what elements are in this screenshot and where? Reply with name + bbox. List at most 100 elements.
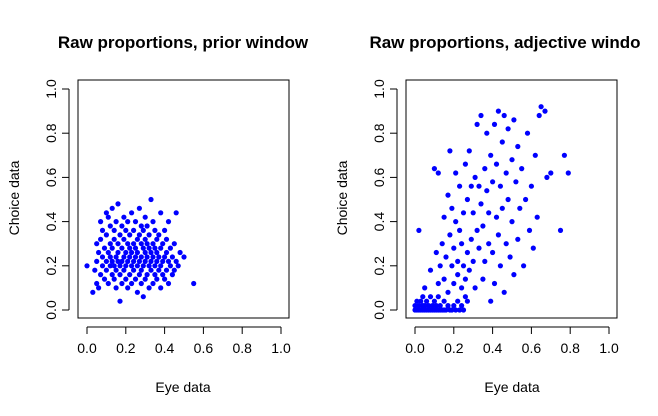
left-data-point [140,263,146,269]
left-data-point [156,267,162,273]
left-data-point [117,272,123,278]
left-data-point [171,241,177,247]
right-data-point [511,272,517,278]
left-data-point [109,245,115,251]
right-data-point [420,294,426,300]
right-data-point [457,183,463,189]
right-data-point [507,254,513,260]
right-data-point [459,241,465,247]
left-data-point [99,227,106,233]
left-data-point [169,254,175,260]
left-data-point [144,241,150,247]
right-data-point [536,112,542,119]
left-data-point [148,196,154,203]
left-data-point [131,267,137,273]
right-y-axis-label: Choice data [334,160,350,235]
right-data-point [482,166,488,172]
left-data-point [115,201,121,207]
left-data-point [191,280,197,287]
left-y-tick-label: 0.8 [43,123,59,143]
right-data-point [460,263,467,269]
left-data-point [103,232,109,238]
right-data-point [542,108,548,114]
left-data-point [113,219,119,225]
right-data-point [453,170,459,176]
right-chart-title: Raw proportions, adjective windo [369,33,640,52]
right-data-point [459,285,465,291]
right-data-point [495,232,501,238]
left-data-point [152,272,158,278]
right-data-point [462,161,468,167]
left-data-point [113,267,119,273]
right-data-point [488,152,494,158]
left-data-point [134,263,140,269]
left-data-point [167,245,173,251]
left-data-point [113,285,119,291]
left-data-point [105,249,111,256]
right-data-point [478,112,484,119]
left-data-point [107,241,113,247]
left-data-point [105,280,111,287]
right-data-point [416,303,422,309]
left-data-point [160,258,166,264]
right-data-point [455,272,461,278]
left-data-point [163,267,170,273]
left-data-point [154,249,160,256]
left-chart-title: Raw proportions, prior window [58,33,309,52]
right-data-point [453,219,459,225]
right-data-point [412,303,418,309]
right-data-point [482,258,488,264]
left-data-point [148,267,154,273]
right-data-point [445,289,451,295]
right-data-point [433,249,439,256]
left-data-point [119,223,125,229]
left-data-point [150,254,156,260]
right-data-point [534,214,540,220]
left-data-point [131,227,137,233]
left-data-point [132,276,139,282]
right-data-point [462,276,468,282]
left-data-point [123,249,129,256]
right-data-point [422,303,428,309]
right-data-point [464,196,470,203]
right-data-point [449,263,455,269]
left-data-point [142,249,148,256]
left-data-point [121,254,127,260]
right-data-point [453,307,459,313]
left-data-point [165,280,172,287]
left-data-point [165,258,172,264]
left-data-point [177,249,183,256]
left-data-point [121,214,127,220]
right-data-point [464,298,470,304]
left-data-point [148,258,154,264]
left-data-point [152,263,158,269]
left-data-point [154,276,160,282]
right-data-point [426,303,432,309]
right-data-point [521,263,527,269]
right-data-point [499,139,505,145]
left-data-point [146,245,152,251]
left-data-point [181,254,187,260]
left-data-point [113,254,119,260]
left-x-tick-label: 0.4 [155,340,175,356]
left-data-point [84,263,90,269]
left-data-point [92,267,98,273]
left-data-point [165,219,172,225]
left-data-point [142,258,148,264]
right-data-point [474,227,480,233]
right-data-point [515,143,521,150]
left-data-point [123,263,129,269]
left-data-point [109,205,115,211]
left-data-point [107,254,113,260]
right-data-point [509,219,515,225]
left-data-point [101,276,108,282]
left-data-point [101,245,108,251]
left-data-point [98,236,104,242]
left-data-point [162,276,168,282]
left-data-point [131,241,137,247]
left-data-point [134,249,140,256]
right-data-point [557,227,564,233]
left-data-point [150,219,156,225]
left-x-axis: 0.0 0.2 0.4 0.6 0.8 1.0 [77,326,291,356]
left-data-point [160,241,166,247]
